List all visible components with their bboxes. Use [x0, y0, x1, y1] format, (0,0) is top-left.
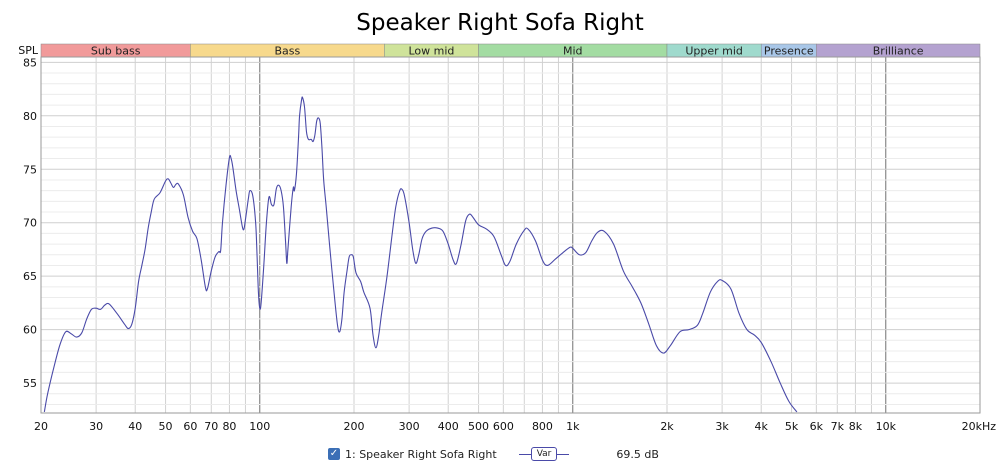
chart-title: Speaker Right Sofa Right [356, 10, 643, 36]
y-tick-label: 65 [23, 270, 37, 283]
band-label: Brilliance [873, 45, 924, 58]
y-tick-label: 55 [23, 377, 37, 390]
x-tick-label: 20 [34, 420, 48, 433]
band-label: Mid [563, 45, 583, 58]
series-visibility-checkbox[interactable]: ✓ [328, 448, 340, 460]
swatch-line-left [518, 453, 531, 455]
x-tick-label: 600 [493, 420, 514, 433]
band-label: Bass [274, 45, 300, 58]
x-tick-label: 100 [249, 420, 270, 433]
legend-value: 69.5 dB [616, 447, 659, 461]
x-tick-label: 60 [183, 420, 197, 433]
x-tick-label: 500 [468, 420, 489, 433]
x-tick-label: 50 [159, 420, 173, 433]
x-tick-label: 2k [660, 420, 674, 433]
grid [41, 57, 980, 413]
band-label: Low mid [408, 45, 454, 58]
x-tick-label: 40 [128, 420, 142, 433]
x-tick-label: 3k [715, 420, 729, 433]
x-tick-label: 70 [204, 420, 218, 433]
x-tick-label: 800 [532, 420, 553, 433]
swatch-line-right [557, 453, 570, 455]
x-tick-label: 1k [566, 420, 580, 433]
y-tick-label: 70 [23, 217, 37, 230]
y-tick-label: 60 [23, 324, 37, 337]
x-tick-labels: 20 30 40 50 60 70 80 100 200 300 400 500 600 800 1k 2k 3… [34, 420, 996, 433]
y-tick-label: 85 [23, 56, 37, 69]
x-tick-label: 4k [755, 420, 769, 433]
x-tick-label: 300 [399, 420, 420, 433]
x-tick-label: 400 [438, 420, 459, 433]
frequency-bands: Sub bass Bass Low mid Mid Upper mid Presence B… [40, 43, 981, 58]
series-lines [43, 96, 798, 413]
x-tick-label: 7k [831, 420, 845, 433]
legend: ✓ 1: Speaker Right Sofa Right Var 69.5 d… [328, 445, 659, 463]
y-axis-label: SPL [18, 44, 39, 57]
frequency-response-chart: Speaker Right Sofa Right SPL Sub bass Bas… [18, 10, 996, 433]
plot-border [40, 56, 981, 414]
x-tick-label: 6k [810, 420, 824, 433]
x-tick-label: 8k [849, 420, 863, 433]
x-tick-label: 30 [89, 420, 103, 433]
y-tick-labels: 55 60 65 70 75 80 85 [23, 56, 37, 390]
y-tick-label: 75 [23, 163, 37, 176]
y-tick-label: 80 [23, 110, 37, 123]
legend-swatch[interactable]: Var [518, 447, 570, 461]
x-tick-label: 10k [876, 420, 897, 433]
band-label: Sub bass [91, 45, 141, 58]
series-line [43, 96, 798, 413]
legend-series-name[interactable]: 1: Speaker Right Sofa Right [345, 447, 497, 461]
band-label: Upper mid [685, 45, 743, 58]
legend-var-tag: Var [530, 447, 558, 461]
band-label: Presence [764, 45, 814, 58]
x-tick-label: 200 [344, 420, 365, 433]
x-tick-label: 5k [785, 420, 799, 433]
x-tick-label: 80 [222, 420, 236, 433]
x-tick-label: 20kHz [962, 420, 997, 433]
